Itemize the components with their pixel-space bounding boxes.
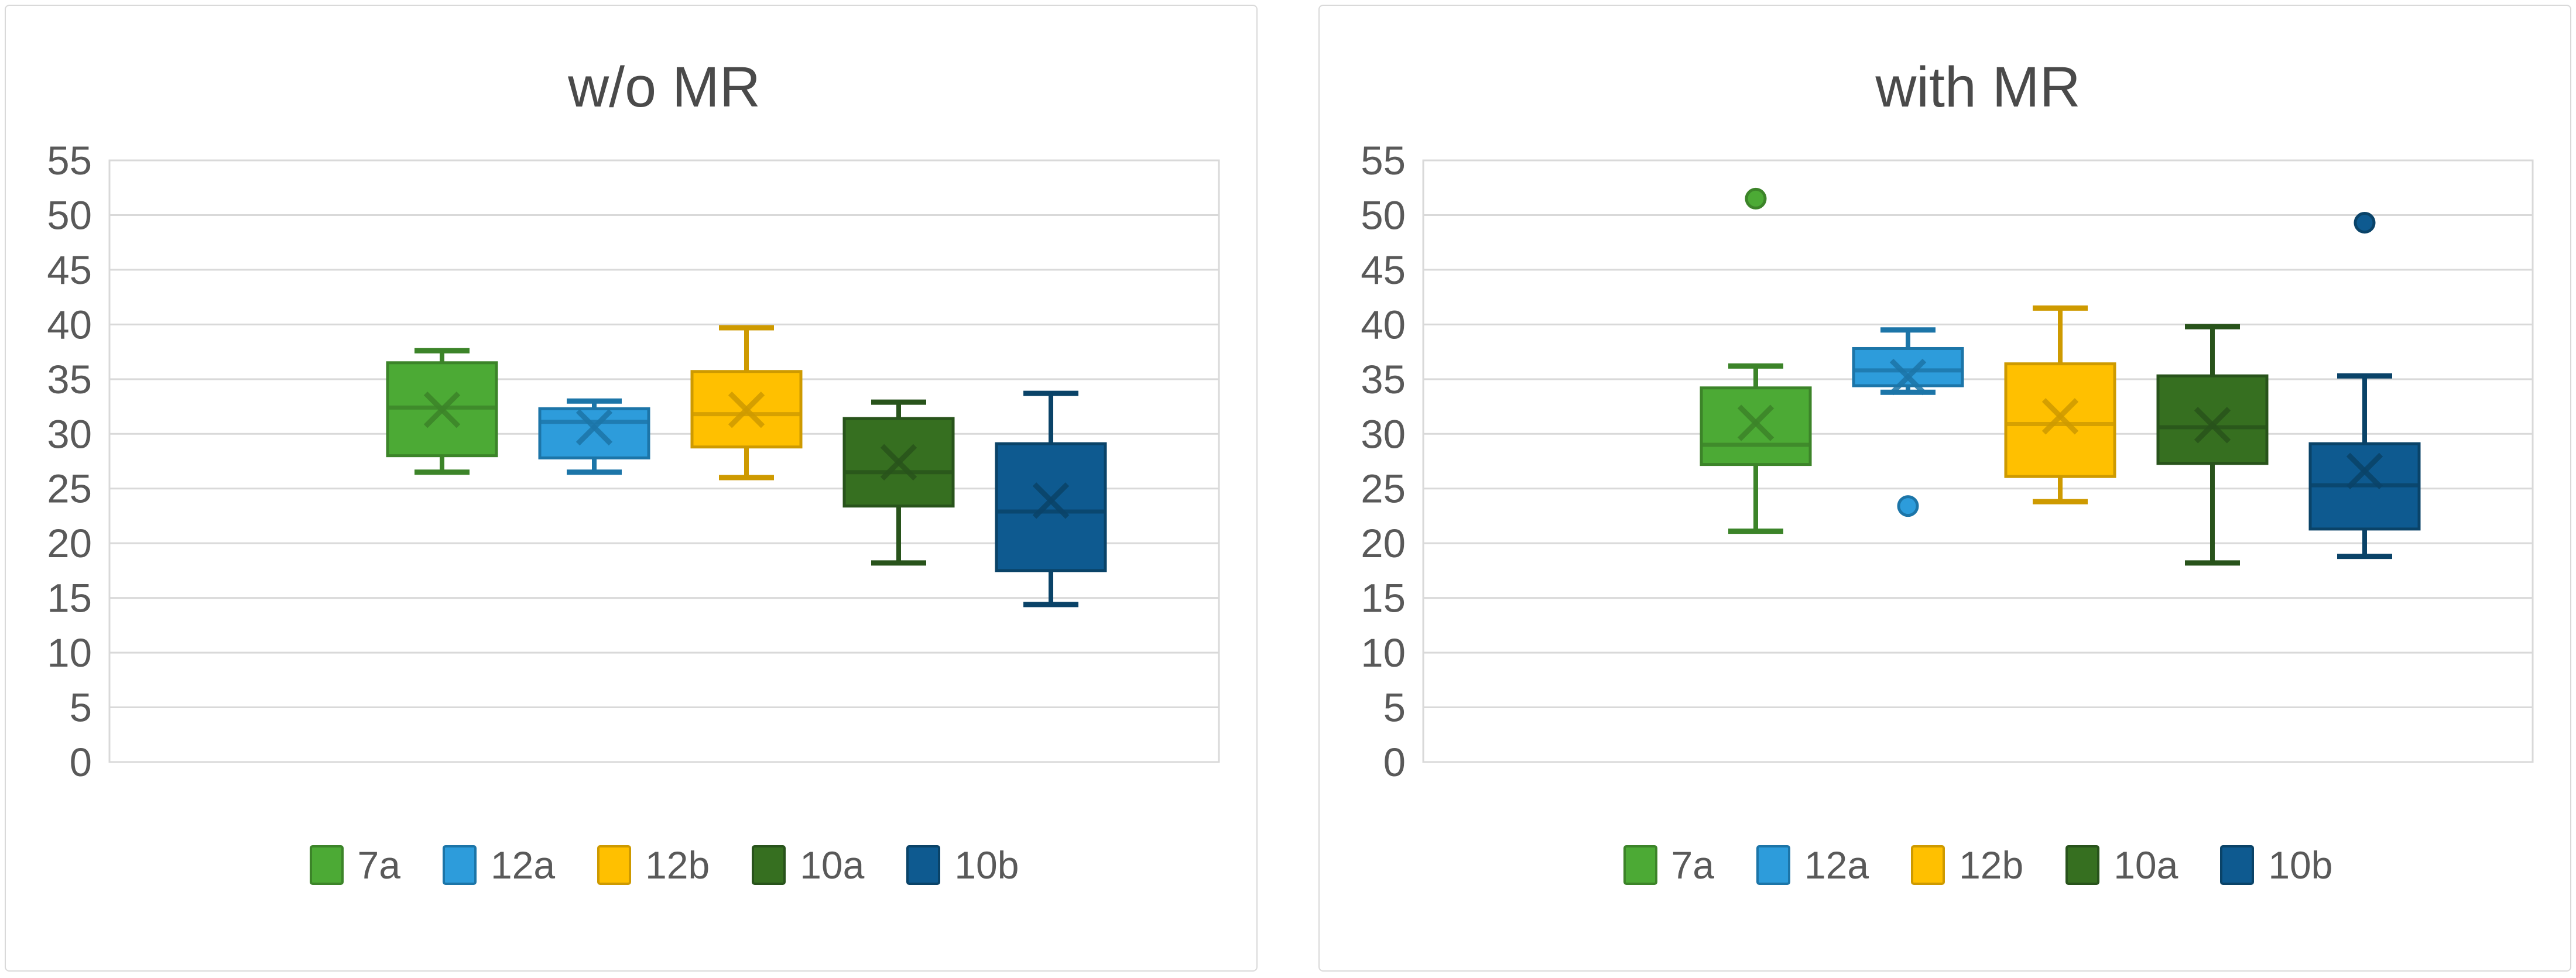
mean-marker-12a xyxy=(1889,358,1927,396)
mean-marker-12b xyxy=(2041,398,2079,435)
y-tick-label: 20 xyxy=(47,521,92,566)
box-series-10a xyxy=(2156,324,2269,566)
plot-border xyxy=(108,159,1220,763)
box-10a[interactable] xyxy=(2156,374,2269,465)
box-series-10b xyxy=(2308,212,2421,560)
legend-item-10b[interactable]: 10b xyxy=(906,843,1019,887)
legend-swatch-10b xyxy=(906,845,941,885)
plot-border xyxy=(1422,159,2534,763)
y-tick-label: 45 xyxy=(1361,248,1406,293)
box-series-10b xyxy=(995,390,1107,608)
y-tick-label: 0 xyxy=(1383,740,1406,785)
y-tick-label: 35 xyxy=(1361,357,1406,402)
y-tick-label: 40 xyxy=(1361,302,1406,347)
box-series-7a xyxy=(1700,187,1812,534)
y-tick-label: 40 xyxy=(47,302,92,347)
legend-swatch-10b xyxy=(2220,845,2255,885)
legend: 7a 12a 12b 10a 10b xyxy=(1423,830,2533,900)
chart-title: w/o MR xyxy=(568,55,761,119)
box-12b[interactable] xyxy=(2004,362,2116,478)
y-tick-label: 5 xyxy=(70,685,92,730)
mean-marker-12b xyxy=(728,391,765,428)
legend-label-10b: 10b xyxy=(954,843,1019,887)
legend-label-12a: 12a xyxy=(1804,843,1869,887)
mean-marker-7a xyxy=(423,391,461,428)
mean-marker-10a xyxy=(880,444,917,481)
y-tick-label: 50 xyxy=(1361,193,1406,238)
legend-item-12b[interactable]: 12b xyxy=(597,843,710,887)
legend-item-12a[interactable]: 12a xyxy=(442,843,556,887)
legend-swatch-7a xyxy=(309,845,344,885)
legend-label-12b: 12b xyxy=(645,843,710,887)
y-tick-label: 30 xyxy=(1361,411,1406,457)
y-tick-label: 5 xyxy=(1383,685,1406,730)
y-tick-label: 25 xyxy=(1361,466,1406,512)
y-tick-label: 15 xyxy=(47,576,92,621)
outlier-7a-0[interactable] xyxy=(1745,187,1767,210)
y-tick-label: 35 xyxy=(47,357,92,402)
y-tick-label: 25 xyxy=(47,466,92,512)
legend-label-7a: 7a xyxy=(1671,843,1714,887)
legend-item-10a[interactable]: 10a xyxy=(2065,843,2178,887)
legend-item-7a[interactable]: 7a xyxy=(309,843,400,887)
chart-panel-wo-mr[interactable]: w/o MR 0 5 10 15 20 25 30 35 40 45 50 55 7a 12a 12b 10a 1… xyxy=(5,5,1258,972)
mean-marker-10b xyxy=(1032,482,1070,519)
y-tick-label: 55 xyxy=(47,138,92,183)
y-tick-label: 15 xyxy=(1361,576,1406,621)
legend-label-12b: 12b xyxy=(1959,843,2024,887)
legend-swatch-10a xyxy=(752,845,786,885)
chart-panel-with-mr[interactable]: with MR 0 5 10 15 20 25 30 35 40 45 50 55 7a 12a 12b 10a… xyxy=(1318,5,2571,972)
legend-item-12a[interactable]: 12a xyxy=(1756,843,1869,887)
mean-marker-7a xyxy=(1737,404,1775,441)
box-12a[interactable] xyxy=(538,407,650,459)
y-tick-label: 50 xyxy=(47,193,92,238)
y-tick-label: 10 xyxy=(47,630,92,675)
legend-swatch-7a xyxy=(1623,845,1657,885)
box-series-7a xyxy=(386,348,498,475)
y-tick-label: 20 xyxy=(1361,521,1406,566)
box-series-12a xyxy=(538,398,650,475)
y-tick-label: 0 xyxy=(70,740,92,785)
legend-swatch-12b xyxy=(597,845,632,885)
outlier-12a-0[interactable] xyxy=(1897,495,1919,517)
legend-swatch-12a xyxy=(442,845,477,885)
y-tick-label: 55 xyxy=(1361,138,1406,183)
outlier-10b-0[interactable] xyxy=(2354,212,2376,234)
legend-label-10a: 10a xyxy=(2113,843,2178,887)
mean-marker-10a xyxy=(2194,407,2231,444)
legend-swatch-12b xyxy=(1911,845,1945,885)
legend-label-7a: 7a xyxy=(357,843,400,887)
legend-swatch-12a xyxy=(1756,845,1790,885)
plot-area: 0 5 10 15 20 25 30 35 40 45 50 55 xyxy=(1361,138,2534,785)
y-tick-label: 30 xyxy=(47,411,92,457)
legend-label-12a: 12a xyxy=(490,843,556,887)
box-series-10a xyxy=(842,399,955,566)
legend-item-12b[interactable]: 12b xyxy=(1911,843,2023,887)
legend-label-10a: 10a xyxy=(800,843,865,887)
plot-area: 0 5 10 15 20 25 30 35 40 45 50 55 xyxy=(47,138,1220,785)
box-series-12b xyxy=(690,325,803,481)
legend: 7a 12a 12b 10a 10b xyxy=(109,830,1219,900)
box-series-12a xyxy=(1852,327,1964,517)
box-10b[interactable] xyxy=(995,442,1107,572)
legend-item-10a[interactable]: 10a xyxy=(752,843,864,887)
legend-item-10b[interactable]: 10b xyxy=(2220,843,2332,887)
chart-title: with MR xyxy=(1875,55,2081,119)
box-series-12b xyxy=(2004,305,2116,505)
legend-swatch-10a xyxy=(2065,845,2100,885)
mean-marker-12a xyxy=(576,409,613,446)
mean-marker-10b xyxy=(2346,452,2383,490)
legend-label-10b: 10b xyxy=(2268,843,2333,887)
y-tick-label: 10 xyxy=(1361,630,1406,675)
y-tick-label: 45 xyxy=(47,248,92,293)
legend-item-7a[interactable]: 7a xyxy=(1623,843,1714,887)
